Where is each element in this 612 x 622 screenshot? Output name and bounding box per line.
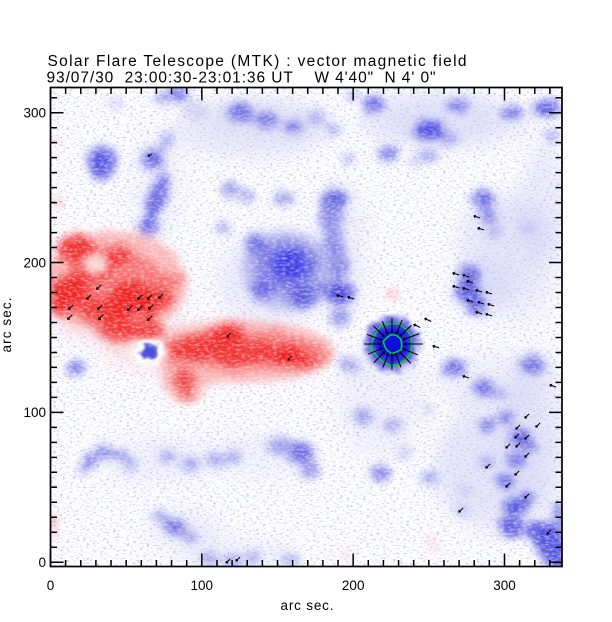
svg-text:0: 0 xyxy=(38,555,46,570)
svg-text:200: 200 xyxy=(23,255,46,270)
svg-text:Solar Flare Telescope (MTK) :: Solar Flare Telescope (MTK) : vector mag… xyxy=(48,53,467,70)
svg-text:arc sec.: arc sec. xyxy=(281,598,334,613)
svg-text:300: 300 xyxy=(23,106,46,121)
svg-text:200: 200 xyxy=(342,578,365,593)
svg-text:100: 100 xyxy=(191,578,214,593)
svg-text:arc sec.: arc sec. xyxy=(0,298,14,353)
svg-text:100: 100 xyxy=(23,405,46,420)
svg-text:300: 300 xyxy=(493,578,516,593)
svg-text:93/07/30 23:00:30-23:01:36 UT: 93/07/30 23:00:30-23:01:36 UT W 4'40" N … xyxy=(47,69,436,86)
svg-text:0: 0 xyxy=(47,578,55,593)
